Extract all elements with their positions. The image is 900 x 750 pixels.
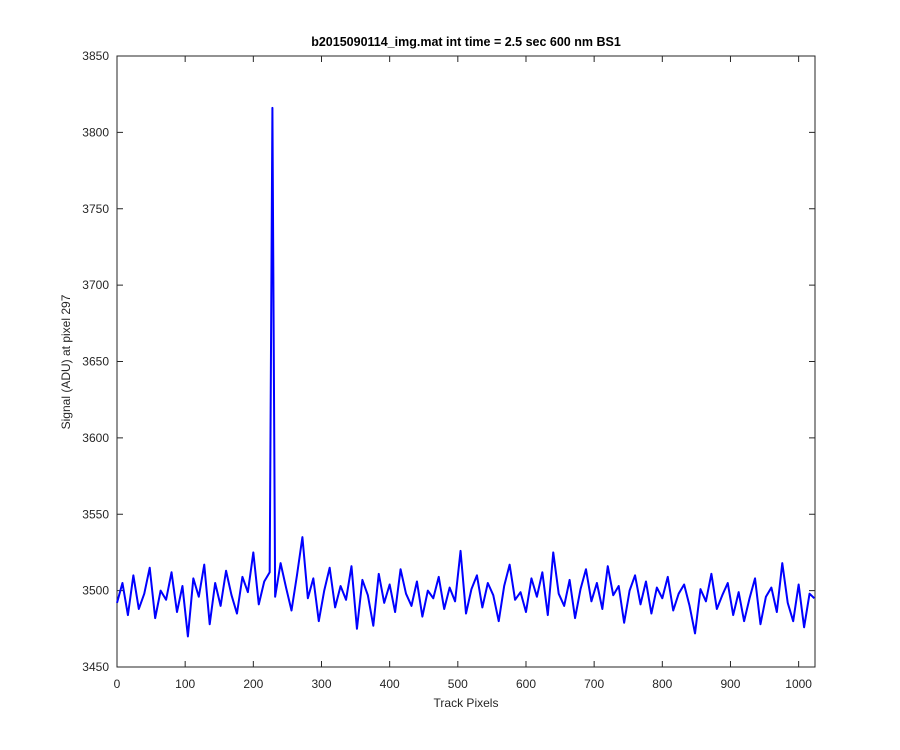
x-tick-label: 300 [311,677,331,691]
y-tick-label: 3450 [82,660,109,674]
x-tick-label: 700 [584,677,604,691]
x-tick-label: 800 [652,677,672,691]
x-tick-label: 1000 [785,677,812,691]
data-line [116,106,816,638]
y-tick-label: 3650 [82,355,109,369]
x-tick-label: 100 [175,677,195,691]
y-tick-label: 3800 [82,125,109,139]
y-tick-label: 3600 [82,431,109,445]
x-tick-label: 200 [243,677,263,691]
y-axis-label: Signal (ADU) at pixel 297 [59,294,73,429]
y-tick-label: 3850 [82,49,109,63]
chart-title: b2015090114_img.mat int time = 2.5 sec 6… [311,35,621,49]
y-tick-label: 3550 [82,507,109,521]
y-tick-label: 3750 [82,202,109,216]
x-tick-label: 0 [114,677,121,691]
x-tick-label: 600 [516,677,536,691]
x-axis-label: Track Pixels [434,696,499,710]
y-tick-label: 3500 [82,584,109,598]
y-tick-label: 3700 [82,278,109,292]
x-tick-label: 500 [448,677,468,691]
x-tick-label: 400 [380,677,400,691]
x-tick-label: 900 [720,677,740,691]
